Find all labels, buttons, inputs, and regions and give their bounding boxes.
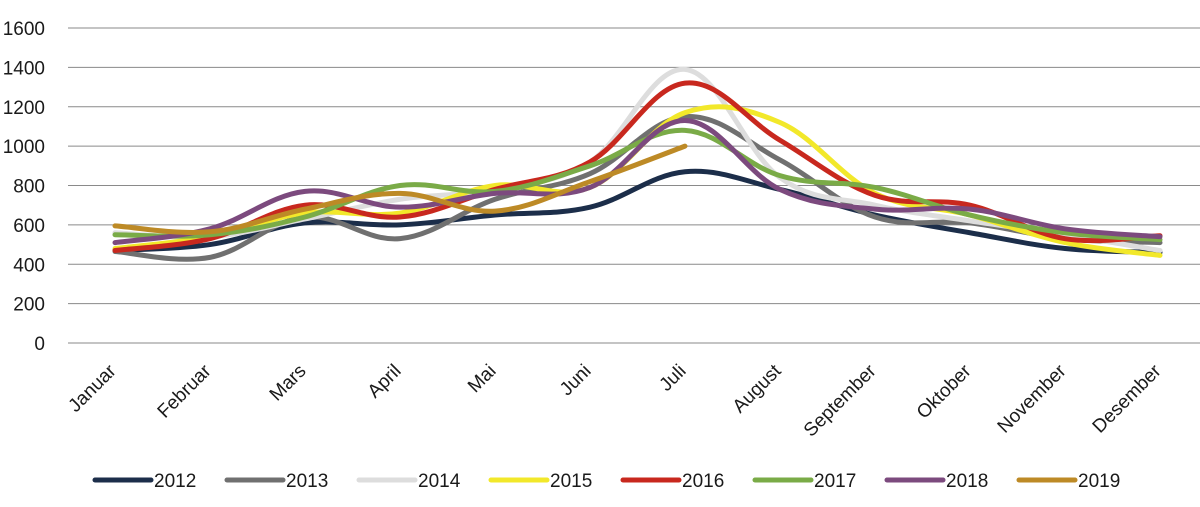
y-tick-label: 1600 (3, 19, 45, 40)
x-axis-tick-labels: Januar Februar Mars April Mai Juni Juli August S… (65, 360, 1166, 441)
series-lines (112, 66, 1163, 262)
gridlines (68, 27, 1200, 344)
x-tick-label: Juni (556, 361, 595, 400)
series-line-2018 (112, 118, 1163, 246)
x-tick-label: Mars (266, 361, 311, 406)
legend-label: 2016 (682, 471, 724, 492)
legend: 2012 2013 2014 2015 2016 2017 2018 2019 (92, 471, 1120, 492)
y-tick-label: 0 (34, 334, 45, 355)
legend-label: 2019 (1078, 471, 1120, 492)
legend-label: 2012 (154, 471, 196, 492)
legend-label: 2013 (286, 471, 328, 492)
x-tick-label: August (729, 360, 786, 417)
series-line-2019 (112, 143, 688, 235)
y-tick-label: 200 (13, 295, 45, 316)
x-tick-label: September (800, 360, 881, 441)
y-tick-label: 1400 (3, 58, 45, 79)
x-tick-label: Januar (65, 360, 121, 416)
y-tick-label: 400 (13, 255, 45, 276)
legend-label: 2014 (418, 471, 461, 492)
series-line-2015 (112, 104, 1163, 258)
legend-label: 2017 (814, 471, 856, 492)
legend-label: 2015 (550, 471, 592, 492)
x-tick-label: November (994, 360, 1071, 437)
y-tick-label: 600 (13, 216, 45, 237)
x-tick-label: Oktober (913, 360, 976, 423)
series-line-2016 (112, 80, 1163, 253)
series-line-2017 (112, 127, 1163, 243)
y-tick-label: 800 (13, 177, 45, 198)
x-tick-label: Juli (656, 361, 691, 396)
y-tick-label: 1200 (3, 98, 45, 119)
y-tick-label: 1000 (3, 137, 45, 158)
x-tick-label: Desember (1089, 360, 1166, 437)
x-tick-label: Februar (154, 360, 216, 422)
x-tick-label: Mai (464, 361, 501, 398)
y-axis-tick-labels: 0 200 400 600 800 1000 1200 1400 1600 (3, 19, 45, 355)
legend-label: 2018 (946, 471, 988, 492)
series-line-2012 (112, 168, 1163, 255)
x-tick-label: April (364, 361, 406, 403)
